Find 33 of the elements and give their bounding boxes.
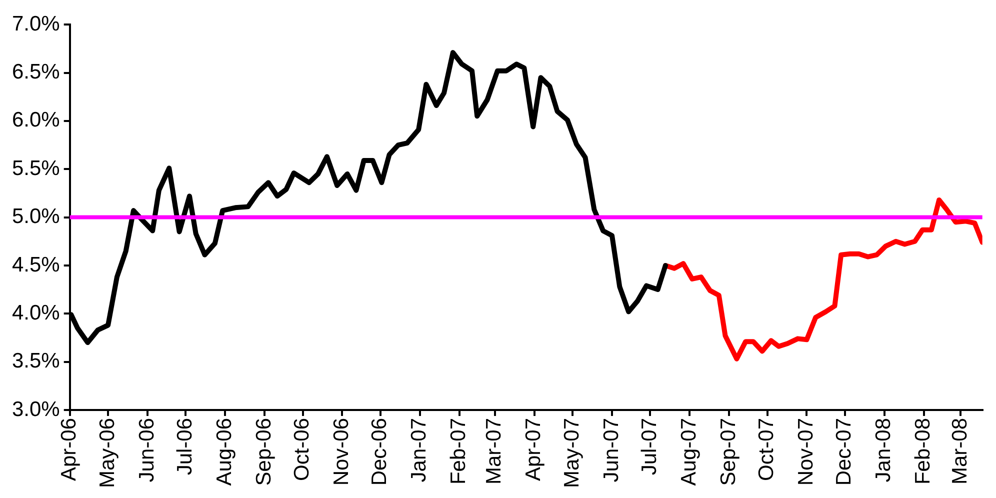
- x-tick-label: Sep-06: [252, 418, 276, 486]
- x-tick-label: Apr-07: [522, 418, 546, 482]
- x-tick-label: Feb-07: [447, 418, 470, 485]
- x-tick-label: Oct-07: [755, 418, 778, 482]
- x-tick-label: Mar-07: [482, 418, 506, 485]
- y-tick-label: 6.0%: [12, 108, 60, 132]
- y-tick-label: 5.0%: [12, 205, 60, 228]
- x-tick-label: Dec-07: [832, 418, 856, 486]
- x-tick-label: Mar-08: [948, 418, 972, 485]
- y-tick-label: 7.0%: [12, 12, 60, 36]
- y-tick-label: 6.5%: [12, 60, 60, 84]
- x-tick-label: Nov-07: [794, 418, 818, 486]
- x-tick-label: Aug-06: [212, 418, 236, 486]
- x-tick-label: Dec-06: [368, 418, 392, 486]
- x-tick-label: May-06: [96, 418, 119, 488]
- x-tick-label: Sep-07: [716, 418, 740, 486]
- x-tick-label: Feb-08: [912, 418, 935, 485]
- y-tick-label: 3.0%: [12, 398, 60, 421]
- x-tick-label: Jan-08: [872, 418, 896, 482]
- x-tick-label: Jul-06: [173, 418, 196, 476]
- x-tick-label: Jan-07: [408, 418, 431, 482]
- x-tick-label: Oct-06: [290, 418, 314, 482]
- x-tick-label: May-07: [560, 418, 584, 488]
- x-tick-label: Apr-06: [58, 418, 81, 482]
- x-tick-label: Jul-07: [638, 418, 661, 476]
- y-tick-label: 5.5%: [12, 156, 60, 180]
- x-tick-label: Jun-07: [600, 418, 623, 482]
- x-tick-label: Aug-07: [677, 418, 700, 486]
- x-tick-label: Jun-06: [135, 418, 158, 482]
- y-tick-label: 4.0%: [12, 301, 60, 324]
- y-tick-label: 4.5%: [12, 253, 60, 276]
- x-tick-label: Nov-06: [330, 418, 354, 486]
- y-tick-label: 3.5%: [12, 350, 60, 373]
